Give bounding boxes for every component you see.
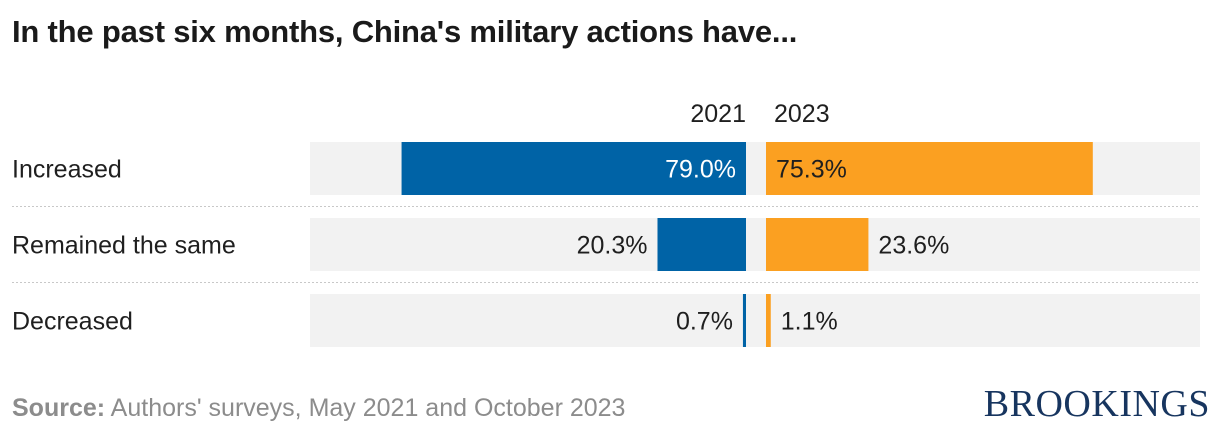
- data-label-2023: 75.3%: [776, 156, 847, 184]
- bar-chart: 2021 2023 Increased 79.0% 75.3% Remained the …: [0, 90, 1220, 360]
- bar-2023: [766, 142, 1093, 195]
- bar-track: [310, 294, 1200, 347]
- chart-svg: 2021 2023 Increased 79.0% 75.3% Remained the …: [12, 100, 1200, 347]
- data-label-2021: 0.7%: [676, 308, 733, 336]
- data-label-2021: 79.0%: [665, 156, 736, 184]
- source-label: Source:: [12, 394, 106, 422]
- bar-track: [310, 218, 1200, 271]
- source-text: Authors' surveys, May 2021 and October 2…: [110, 394, 626, 422]
- category-label: Remained the same: [12, 232, 236, 260]
- category-label: Decreased: [12, 308, 133, 336]
- series-header-2021: 2021: [690, 100, 746, 128]
- data-label-2023: 23.6%: [878, 232, 949, 260]
- bar-2023: [766, 294, 771, 347]
- data-label-2023: 1.1%: [781, 308, 838, 336]
- bar-2021: [401, 142, 746, 195]
- bar-2021: [657, 218, 746, 271]
- bar-2023: [766, 218, 869, 271]
- bar-2021: [742, 294, 746, 347]
- series-header-2023: 2023: [774, 100, 830, 128]
- brookings-logo: BROOKINGS: [983, 383, 1210, 425]
- chart-title: In the past six months, China's military…: [12, 14, 798, 49]
- source-note: Source: Authors' surveys, May 2021 and O…: [12, 394, 625, 423]
- category-label: Increased: [12, 156, 122, 184]
- data-label-2021: 20.3%: [577, 232, 648, 260]
